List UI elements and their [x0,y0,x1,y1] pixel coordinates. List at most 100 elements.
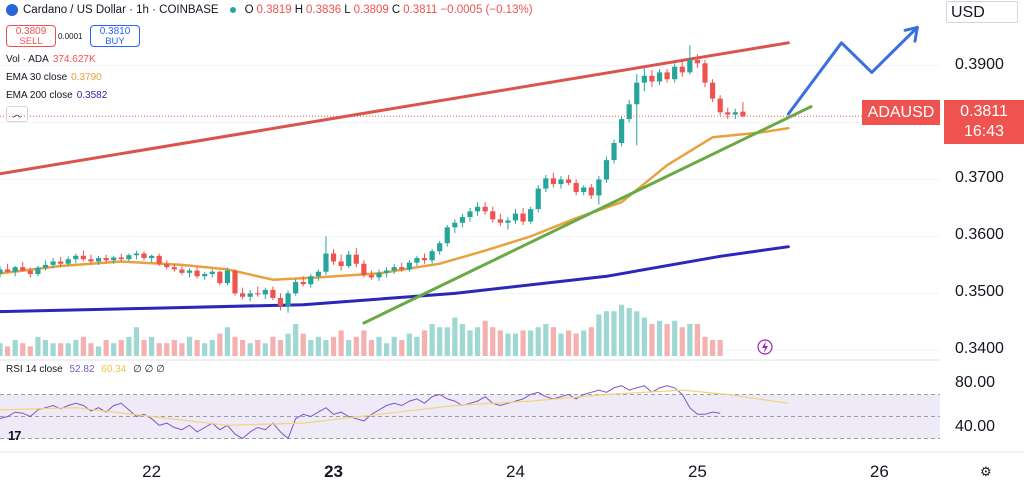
volume-bar [535,327,541,356]
volume-bar [118,340,124,356]
volume-bar [277,340,284,356]
legend-ema200[interactable]: EMA 200 close 0.3582 [6,90,107,101]
gear-icon[interactable]: ⚙ [980,464,992,479]
candle-body [118,257,124,260]
candle-body [505,220,511,223]
rsi-na-glyphs: ∅ ∅ ∅ [133,364,165,375]
volume-bar [12,340,18,356]
candle-body [558,179,564,185]
ema200-label: EMA 200 close [6,90,73,101]
candle-body [217,271,223,284]
candles [0,45,746,313]
candle-body [603,160,610,180]
candle-body [490,211,496,220]
symbol-title[interactable]: Cardano / US Dollar · 1h · COINBASE [23,4,219,16]
candle-body [497,219,503,223]
rsi-line [0,385,789,440]
ema30-line [0,126,790,281]
volume-bar [717,340,723,356]
volume-bar [95,346,102,356]
volume-bar [186,336,193,356]
volume-bar [656,320,663,356]
collapse-legend-button[interactable]: ︿ [6,106,28,122]
candle-body [20,267,26,271]
volume-bar [664,324,670,356]
candle-body [528,209,534,222]
candle-body [42,264,49,268]
candle-body [520,213,526,222]
volume-bar [520,330,526,356]
volume-bar [27,346,33,356]
ohlc-high-label: H [294,4,304,16]
last-price-tag: 0.3811 16:43 [944,100,1024,144]
volume-bar [687,324,693,356]
candle-body [588,187,594,196]
buy-button[interactable]: 0.3810 BUY [90,25,140,47]
volume-bar [444,327,450,356]
volume-bar [156,343,162,356]
volume-bar [149,336,155,356]
candle-body [315,271,321,277]
candle-body [277,297,284,306]
legend-ema30[interactable]: EMA 30 close 0.3790 [6,72,102,83]
trend-line[interactable] [362,105,813,325]
volume-bar [679,327,685,356]
volume-bar [133,327,140,356]
sell-label: SELL [19,36,43,47]
time-tick-label: 26 [869,462,889,481]
volume-bar [368,340,375,356]
ohlc-close: 0.3811 [403,4,438,16]
volume-bar [20,343,26,356]
candle-body [50,261,56,265]
legend-rsi[interactable]: RSI 14 close 52.82 60.34 ∅ ∅ ∅ [6,364,165,375]
candle-body [361,263,367,276]
volume-bar [224,327,231,356]
candle-body [656,72,663,82]
candle-body [202,273,208,277]
candle-body [12,267,18,272]
tradingview-logo[interactable]: 17 [8,428,22,443]
sell-button[interactable]: 0.3809 SELL [6,25,56,47]
volume-bar [543,324,549,356]
volume-bar [353,336,359,356]
candle-body [467,211,473,218]
ema30-path [0,126,790,281]
projection-path[interactable] [786,25,919,116]
volume-bar [50,343,56,356]
rsi-path [0,385,721,440]
volume-bar [603,311,610,356]
ema200-path [0,245,790,314]
ohlc-open-label: O [244,4,254,16]
volume-bar [42,340,49,356]
vol-value: 374.627K [52,54,96,65]
volume-bar [346,340,352,356]
volume-bar [391,336,397,356]
candle-body [194,270,200,277]
volume-bar [429,324,435,356]
candle-body [164,263,170,268]
volume-bar [573,333,579,356]
time-tick-label: 23 [324,462,343,481]
candle-body [482,206,488,212]
candle-body [740,111,746,117]
rsi-value: 52.82 [69,364,95,375]
volume-bar [482,320,488,356]
candle-body [95,258,102,262]
currency-selector[interactable]: USD [946,1,1018,23]
alert-icon[interactable] [757,339,773,355]
volume-bar [270,336,276,356]
candle-body [285,293,291,306]
candle-body [73,255,79,260]
candle-body [4,269,11,272]
ema200-value: 0.3582 [76,90,108,101]
ohlc-low: 0.3809 [353,4,389,16]
rsi-ma-value: 60.34 [101,364,127,375]
candle-body [565,179,572,183]
volume-bar [452,317,458,356]
volume-bar [406,333,412,356]
legend-volume[interactable]: Vol · ADA 374.627K [6,54,96,65]
volume-bar [58,343,64,356]
channel-line[interactable] [0,41,790,176]
volume-bar [330,336,337,356]
